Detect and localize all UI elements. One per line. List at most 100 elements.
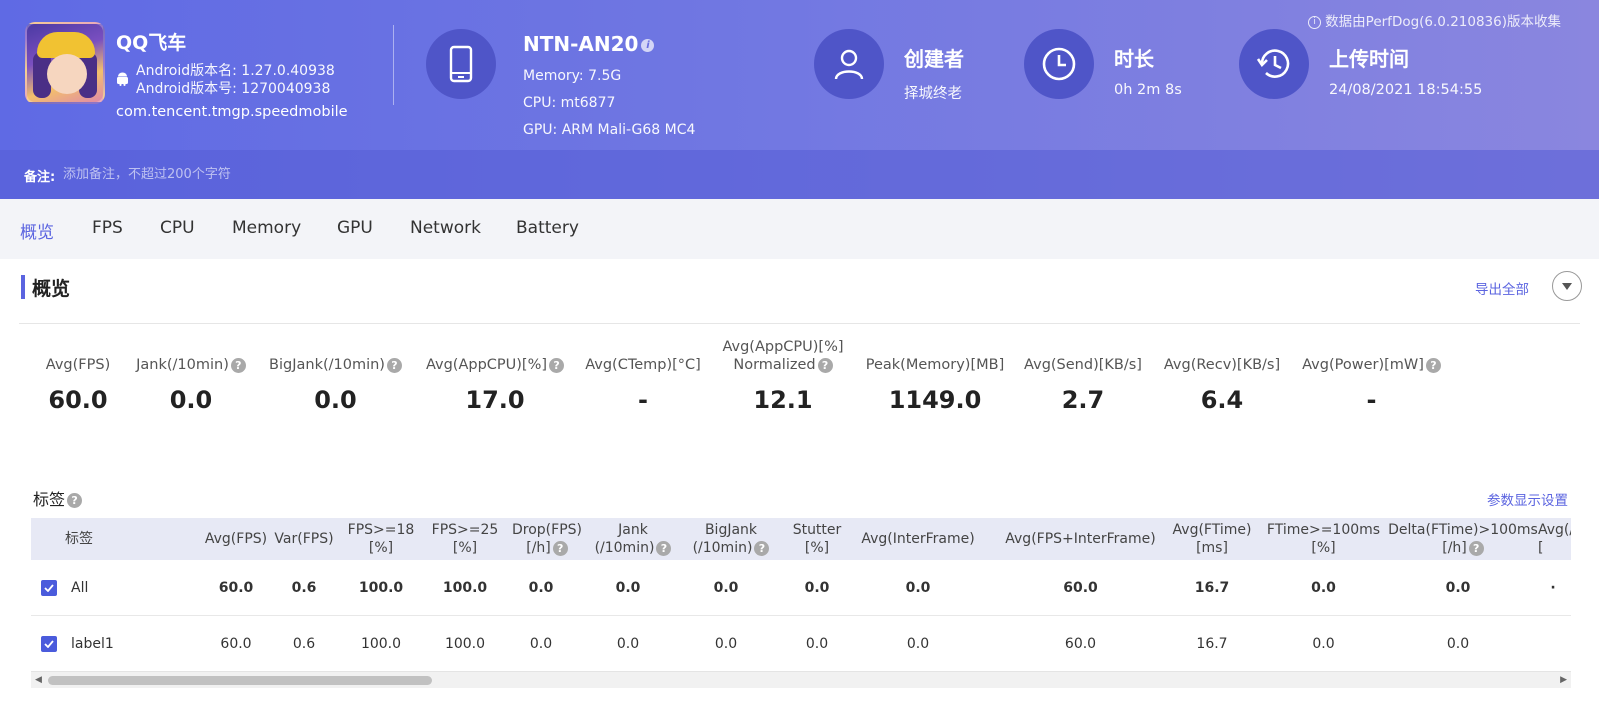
collapse-button[interactable] bbox=[1552, 271, 1582, 301]
tab-overview[interactable]: 概览 bbox=[20, 223, 54, 243]
help-icon[interactable]: ? bbox=[549, 357, 565, 373]
help-icon[interactable]: ? bbox=[754, 540, 770, 556]
metric-label: Avg(AppCPU)[%] bbox=[722, 339, 844, 355]
tab-cpu[interactable]: CPU bbox=[160, 218, 195, 238]
metric-label-row: Normalized? bbox=[713, 356, 853, 374]
metric-value: - bbox=[638, 386, 648, 414]
col-header-text: Avg(FPS+InterFrame) bbox=[1005, 531, 1156, 547]
help-icon[interactable]: ? bbox=[552, 540, 568, 556]
col-header-delta-ftime[interactable]: Delta(FTime)>100ms [/h]? bbox=[1388, 518, 1538, 560]
table-cell: 0.0 bbox=[528, 580, 554, 596]
note-label: 备注: bbox=[24, 170, 56, 185]
table-cell: 0.0 bbox=[905, 580, 931, 596]
param-settings-button[interactable]: 参数显示设置 bbox=[1487, 493, 1568, 509]
row-checkbox[interactable] bbox=[41, 636, 57, 652]
table-cell: 60.0 bbox=[1063, 580, 1098, 596]
col-header-text-2: [%] bbox=[452, 540, 478, 556]
header-summary: QQ飞车 Android版本名: 1.27.0.40938 Android版本号… bbox=[0, 0, 1599, 150]
table-cell bbox=[1538, 616, 1568, 672]
help-icon[interactable]: ? bbox=[230, 357, 246, 373]
table-cell: 16.7 bbox=[1196, 636, 1228, 652]
metric-label: Avg(CTemp)[°C] bbox=[585, 357, 701, 373]
col-header-avg-fps[interactable]: Avg(FPS) bbox=[201, 518, 271, 560]
col-header-text: BigJank bbox=[704, 522, 758, 538]
info-icon[interactable]: i bbox=[641, 39, 655, 52]
table-cell: 0.6 bbox=[291, 580, 317, 596]
user-icon-svg bbox=[834, 49, 864, 80]
app-package: com.tencent.tmgp.speedmobile bbox=[116, 104, 348, 120]
app-icon-hair-left bbox=[33, 52, 51, 98]
col-header-drop-fps[interactable]: Drop(FPS) [/h]? bbox=[506, 518, 588, 560]
col-header-ftime100[interactable]: FTime>=100ms [%] bbox=[1261, 518, 1386, 560]
col-header-text: Avg(/ bbox=[1538, 522, 1571, 538]
metric-bigjank: BigJank(/10min)? 0.0 bbox=[263, 356, 408, 414]
metric-label: Jank(/10min) bbox=[136, 357, 229, 373]
col-header-fps18[interactable]: FPS>=18 [%] bbox=[341, 518, 421, 560]
metric-avg-send: Avg(Send)[KB/s] 2.7 bbox=[1018, 356, 1148, 414]
col-header-text: FPS>=18 bbox=[347, 522, 415, 538]
scroll-left-arrow-icon[interactable]: ◀ bbox=[35, 675, 42, 685]
clock-icon bbox=[1024, 29, 1094, 99]
col-header-bigjank[interactable]: BigJank (/10min)? bbox=[681, 518, 781, 560]
clock-icon-svg bbox=[1042, 47, 1076, 81]
col-header-avg-ftime[interactable]: Avg(FTime) [ms] bbox=[1167, 518, 1257, 560]
device-name: NTN-AN20 bbox=[523, 32, 639, 56]
col-header-jank[interactable]: Jank (/10min)? bbox=[588, 518, 678, 560]
col-header-text: Var(FPS) bbox=[274, 531, 334, 547]
col-header-avg-fps-interframe[interactable]: Avg(FPS+InterFrame) bbox=[993, 518, 1168, 560]
table-cell: 100.0 bbox=[358, 580, 404, 596]
metric-label-row: Jank(/10min)? bbox=[131, 356, 251, 374]
help-icon[interactable]: ? bbox=[817, 357, 833, 373]
note-input[interactable] bbox=[63, 162, 463, 186]
scrollbar-thumb[interactable] bbox=[48, 676, 432, 685]
col-header-stutter[interactable]: Stutter [%] bbox=[784, 518, 850, 560]
col-header-text: Jank bbox=[618, 522, 648, 538]
col-header-text-2-row: [/h]? bbox=[1388, 539, 1538, 557]
check-icon bbox=[44, 640, 54, 648]
table-cell: 0.0 bbox=[906, 636, 930, 652]
help-icon[interactable]: ? bbox=[1425, 357, 1441, 373]
app-icon-hat bbox=[37, 32, 95, 58]
metric-value: 2.7 bbox=[1061, 386, 1105, 414]
col-header-text: Stutter bbox=[792, 522, 842, 538]
tab-bar: 概览 FPS CPU Memory GPU Network Battery bbox=[0, 199, 1599, 259]
table-cell: 0.0 bbox=[805, 636, 829, 652]
tags-table: 标签 Avg(FPS) Var(FPS) FPS>=18 [%] FPS>=25 [… bbox=[31, 518, 1571, 712]
table-cell: 0.0 bbox=[1312, 636, 1335, 652]
table-cell: 60.0 bbox=[1064, 636, 1097, 652]
row-checkbox[interactable] bbox=[41, 580, 57, 596]
device-cpu: CPU: mt6877 bbox=[523, 95, 616, 111]
metric-value: - bbox=[1366, 386, 1377, 414]
help-icon[interactable]: ? bbox=[67, 493, 83, 508]
help-icon[interactable]: ? bbox=[386, 357, 402, 373]
col-header-text-2: [%] bbox=[368, 540, 394, 556]
table-row: label1 60.0 0.6 100.0 100.0 0.0 0.0 0.0 … bbox=[31, 616, 1571, 672]
metric-label: BigJank(/10min) bbox=[269, 357, 385, 373]
horizontal-scrollbar[interactable]: ◀ ▶ bbox=[31, 671, 1571, 688]
col-header-fps25[interactable]: FPS>=25 [%] bbox=[425, 518, 505, 560]
help-icon[interactable]: ? bbox=[656, 540, 672, 556]
col-header-avg-interframe[interactable]: Avg(InterFrame) bbox=[853, 518, 983, 560]
tab-network[interactable]: Network bbox=[410, 218, 481, 238]
tab-gpu[interactable]: GPU bbox=[337, 218, 373, 238]
table-cell: 60.0 bbox=[220, 636, 252, 652]
tab-battery[interactable]: Battery bbox=[516, 218, 579, 238]
scroll-right-arrow-icon[interactable]: ▶ bbox=[1560, 675, 1567, 685]
tab-memory[interactable]: Memory bbox=[232, 218, 302, 238]
table-row: All 60.0 0.6 100.0 100.0 0.0 0.0 0.0 0.0… bbox=[31, 560, 1571, 616]
header-divider bbox=[393, 25, 394, 105]
help-icon[interactable]: ? bbox=[1468, 540, 1484, 556]
col-header-truncated[interactable]: Avg(/ [ bbox=[1538, 518, 1571, 560]
table-cell: 16.7 bbox=[1194, 580, 1230, 596]
app-icon bbox=[25, 22, 105, 104]
col-header-text-2: [ bbox=[1538, 540, 1544, 556]
history-icon bbox=[1239, 29, 1309, 99]
table-cell: 0.0 bbox=[1446, 636, 1470, 652]
metric-value: 1149.0 bbox=[888, 386, 982, 414]
col-header-label: 标签 bbox=[65, 518, 105, 560]
col-header-text-2-row: (/10min)? bbox=[588, 539, 678, 557]
metric-label-row: Avg(AppCPU)[%]? bbox=[415, 356, 575, 374]
export-all-button[interactable]: 导出全部 bbox=[1475, 282, 1529, 298]
tab-fps[interactable]: FPS bbox=[92, 218, 123, 238]
col-header-var-fps[interactable]: Var(FPS) bbox=[271, 518, 337, 560]
